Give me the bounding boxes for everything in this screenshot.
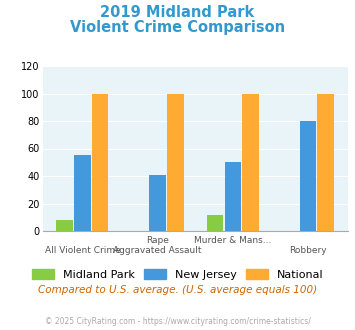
Text: Murder & Mans...: Murder & Mans... — [194, 236, 272, 245]
Bar — [149, 175, 166, 231]
Text: Robbery: Robbery — [289, 246, 327, 255]
Text: Compared to U.S. average. (U.S. average equals 100): Compared to U.S. average. (U.S. average … — [38, 285, 317, 295]
Bar — [207, 214, 223, 231]
Text: © 2025 CityRating.com - https://www.cityrating.com/crime-statistics/: © 2025 CityRating.com - https://www.city… — [45, 317, 310, 326]
Bar — [317, 93, 334, 231]
Bar — [74, 155, 91, 231]
Legend: Midland Park, New Jersey, National: Midland Park, New Jersey, National — [27, 265, 328, 284]
Bar — [92, 93, 108, 231]
Text: All Violent Crime: All Violent Crime — [44, 246, 120, 255]
Text: Violent Crime Comparison: Violent Crime Comparison — [70, 20, 285, 35]
Bar — [225, 162, 241, 231]
Bar — [167, 93, 184, 231]
Bar — [56, 220, 73, 231]
Text: 2019 Midland Park: 2019 Midland Park — [100, 5, 255, 20]
Bar — [242, 93, 259, 231]
Bar — [300, 121, 316, 231]
Text: Rape: Rape — [146, 236, 169, 245]
Text: Aggravated Assault: Aggravated Assault — [113, 246, 202, 255]
